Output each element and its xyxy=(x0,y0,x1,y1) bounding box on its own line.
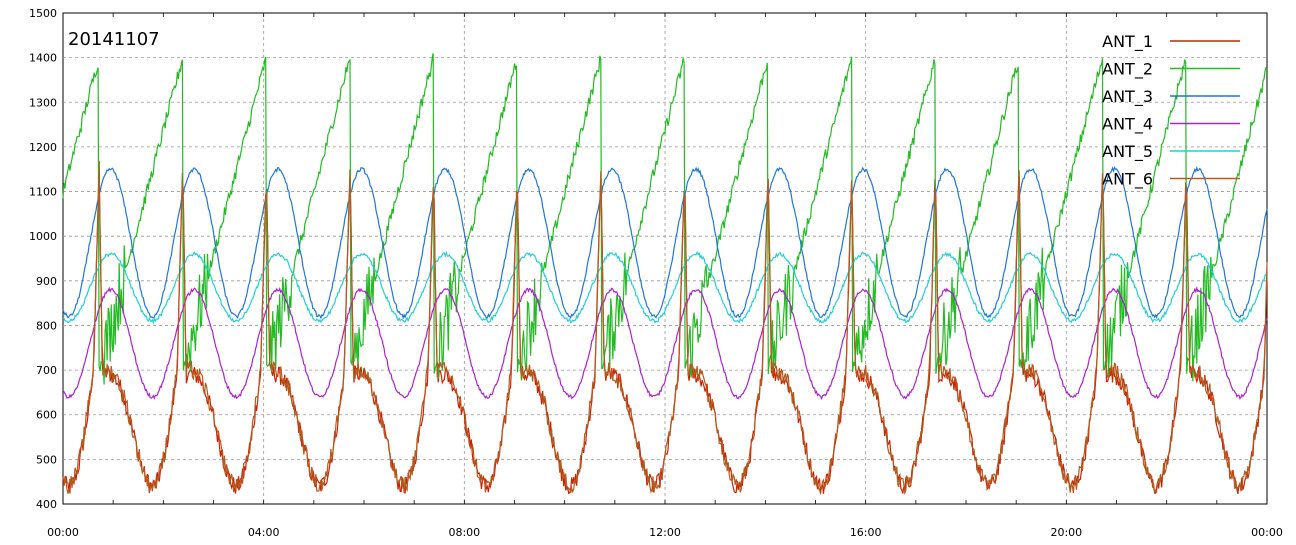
x-tick-label: 16:00 xyxy=(850,526,882,539)
series-line-ant_2 xyxy=(62,53,1268,385)
x-tick-label: 00:00 xyxy=(47,526,79,539)
x-tick-label: 20:00 xyxy=(1050,526,1082,539)
series-group xyxy=(62,53,1268,496)
y-tick-label: 800 xyxy=(36,319,57,332)
legend-label: ANT_2 xyxy=(1102,60,1153,80)
y-tick-label: 700 xyxy=(36,364,57,377)
y-tick-label: 500 xyxy=(36,453,57,466)
series-line-ant_6 xyxy=(62,170,1268,496)
legend-label: ANT_6 xyxy=(1102,170,1153,190)
y-tick-label: 1100 xyxy=(29,186,57,199)
y-tick-label: 1000 xyxy=(29,230,57,243)
y-tick-label: 1500 xyxy=(29,7,57,20)
y-tick-label: 400 xyxy=(36,498,57,511)
legend: ANT_1 ANT_2 ANT_3 ANT_4 ANT_5 ANT_6 xyxy=(1102,32,1240,190)
legend-label: ANT_1 xyxy=(1102,32,1153,52)
y-axis: 400 500 600 700 800 900 1000 1100 1200 1300 1400 15… xyxy=(29,7,57,511)
series-line-ant_4 xyxy=(62,285,1268,401)
grid xyxy=(62,13,1268,504)
legend-label: ANT_5 xyxy=(1102,142,1153,162)
y-tick-label: 1200 xyxy=(29,141,57,154)
x-tick-label: 08:00 xyxy=(448,526,480,539)
legend-label: ANT_3 xyxy=(1102,87,1153,107)
y-tick-label: 1400 xyxy=(29,52,57,65)
x-tick-label: 00:00 xyxy=(1251,526,1283,539)
y-tick-label: 1300 xyxy=(29,96,57,109)
x-axis: 00:00 04:00 08:00 12:00 16:00 20:00 00:00 xyxy=(47,526,1283,539)
y-tick-label: 600 xyxy=(36,409,57,422)
legend-label: ANT_4 xyxy=(1102,115,1153,135)
series-line-ant_3 xyxy=(62,165,1268,320)
x-tick-label: 12:00 xyxy=(649,526,681,539)
x-tick-label: 04:00 xyxy=(248,526,280,539)
date-annotation: 20141107 xyxy=(68,29,160,50)
y-tick-label: 900 xyxy=(36,275,57,288)
